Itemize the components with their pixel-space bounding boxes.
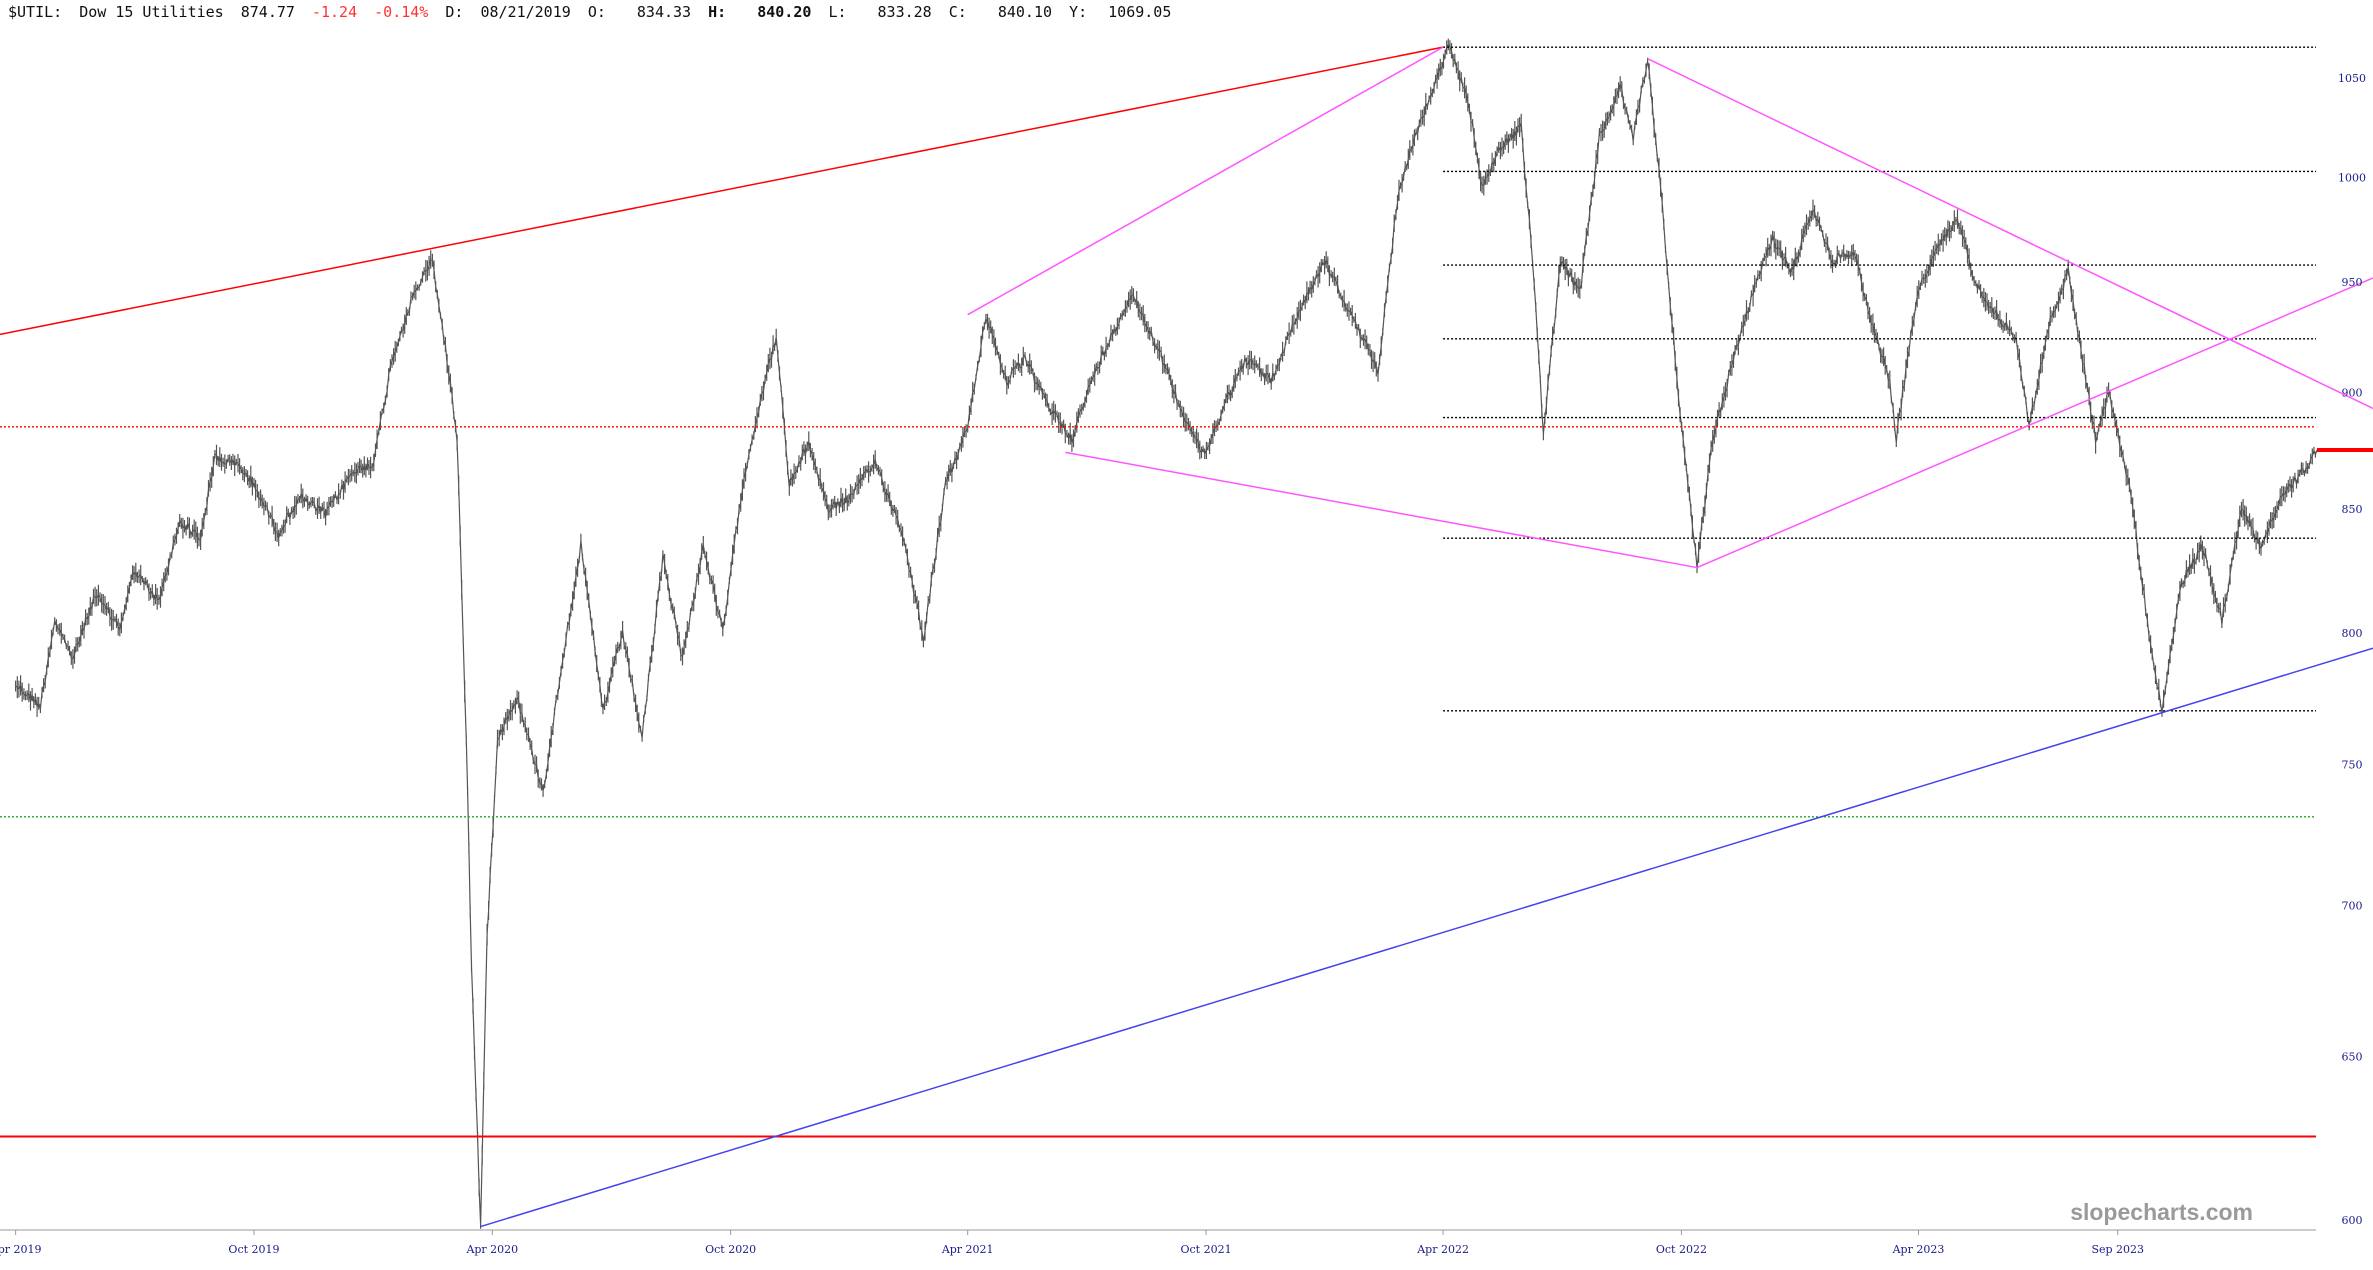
high-value: 840.20: [757, 3, 811, 21]
watermark: slopecharts.com: [2070, 1199, 2253, 1225]
y-tick-label-900: 900: [2342, 387, 2363, 400]
x-tick-label-5: Oct 2021: [1180, 1243, 1231, 1256]
x-tick-label-7: Oct 2022: [1656, 1243, 1707, 1256]
x-tick-label-1: Oct 2019: [228, 1243, 279, 1256]
y-tick-label-600: 600: [2342, 1214, 2363, 1227]
price-change-percent: -0.14%: [374, 3, 428, 21]
x-tick-label-9: Sep 2023: [2091, 1243, 2144, 1256]
header-quote-bar: $UTIL: Dow 15 Utilities 874.77 -1.24 -0.…: [8, 3, 1171, 21]
y-tick-label-850: 850: [2342, 503, 2363, 516]
y-tick-label-800: 800: [2342, 627, 2363, 640]
x-tick-label-6: Apr 2022: [1416, 1243, 1469, 1256]
close-value: 840.10: [998, 3, 1052, 21]
open-label: O:: [588, 3, 606, 21]
close-label: C:: [949, 3, 967, 21]
symbol-label: $UTIL:: [8, 3, 62, 21]
low-label: L:: [828, 3, 846, 21]
symbol-name: Dow 15 Utilities: [79, 3, 224, 21]
y-tick-label-1000: 1000: [2338, 172, 2366, 185]
trend-line-blue-5: [480, 647, 2373, 1228]
x-axis: Apr 2019 Oct 2019 Apr 2020 Oct 2020 Apr 2021…: [0, 1230, 2144, 1256]
x-tick-label-0: Apr 2019: [0, 1243, 41, 1256]
trend-line-magenta-1: [967, 46, 1444, 316]
open-value: 834.33: [637, 3, 691, 21]
y-tick-label-950: 950: [2342, 276, 2363, 289]
trend-line-red-0: [0, 46, 1444, 336]
y-tick-label-1050: 1050: [2338, 72, 2366, 85]
trend-line-magenta-2: [1065, 451, 1698, 569]
price-series-line: [15, 38, 2318, 1229]
x-tick-label-4: Apr 2021: [941, 1243, 994, 1256]
y-tick-label-650: 650: [2342, 1050, 2363, 1063]
year-high-label: Y:: [1069, 3, 1087, 21]
y-axis: 600 650 700 750 800 850 900 950 1000 1050: [2338, 72, 2366, 1227]
price-change: -1.24: [312, 3, 357, 21]
year-high-value: 1069.05: [1108, 3, 1171, 21]
date-value: 08/21/2019: [480, 3, 570, 21]
trend-line-magenta-3: [1647, 57, 2373, 410]
x-tick-label-2: Apr 2020: [465, 1243, 518, 1256]
y-tick-label-700: 700: [2342, 899, 2363, 912]
trend-line-magenta-4: [1696, 277, 2373, 569]
low-value: 833.28: [878, 3, 932, 21]
x-tick-label-3: Oct 2020: [705, 1243, 756, 1256]
high-label: H:: [708, 3, 726, 21]
last-price: 874.77: [241, 3, 295, 21]
date-label: D:: [445, 3, 463, 21]
y-tick-label-750: 750: [2342, 759, 2363, 772]
x-tick-label-8: Apr 2023: [1892, 1243, 1945, 1256]
svg-text:$UTIL: Dow 15 Utilities: $UTIL: Dow 15 Utilities 874.77 -1.24 -0.…: [8, 3, 1171, 21]
